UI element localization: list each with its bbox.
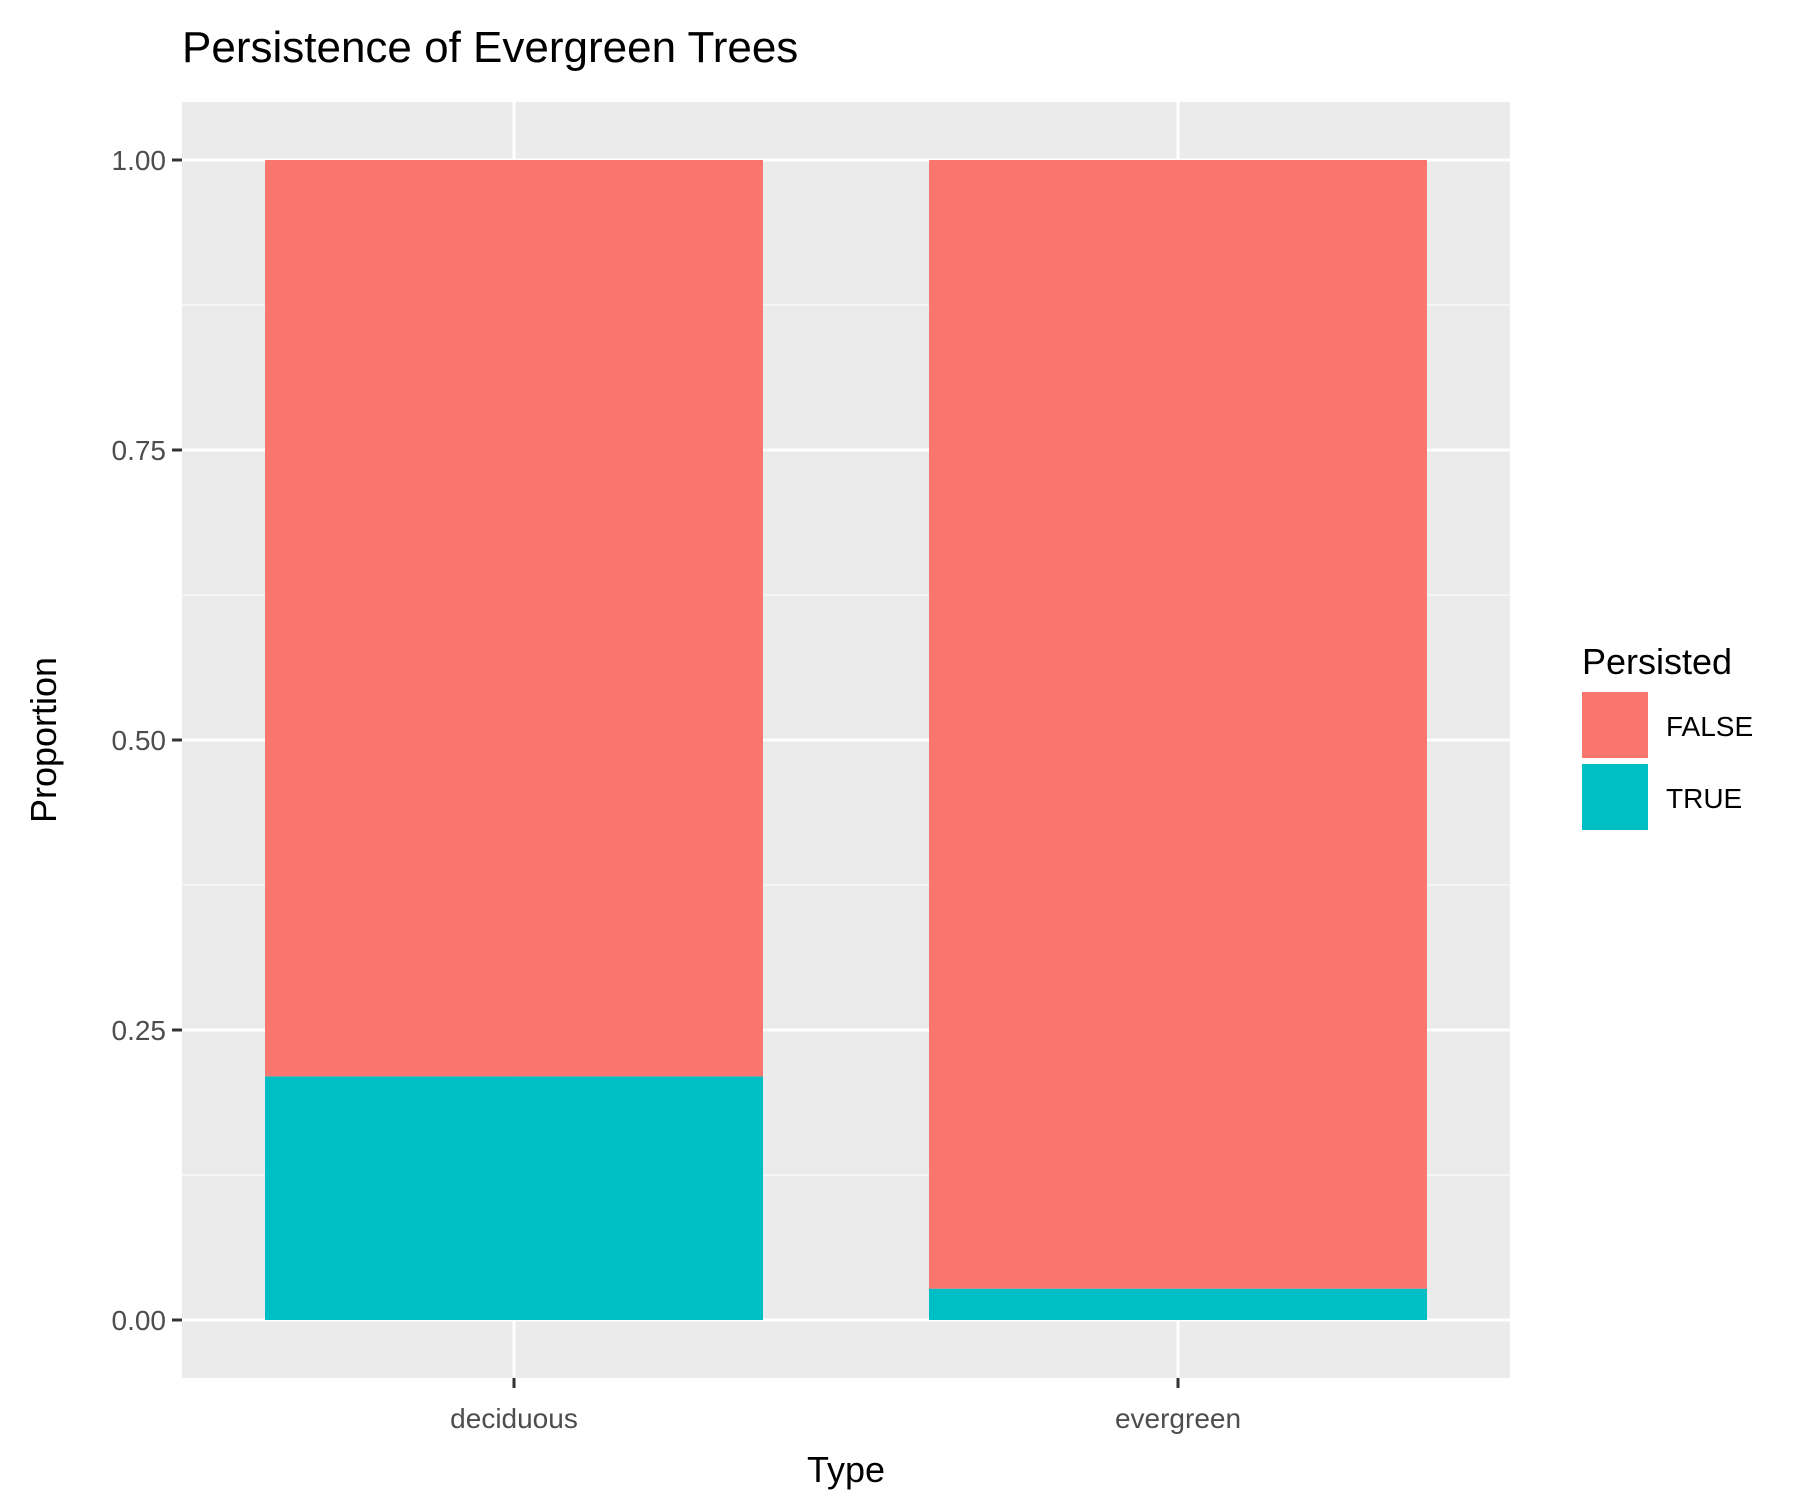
- legend-label-true: TRUE: [1666, 783, 1742, 814]
- legend-label-false: FALSE: [1666, 711, 1753, 742]
- x-tick-label: deciduous: [450, 1403, 578, 1434]
- chart-title: Persistence of Evergreen Trees: [182, 23, 798, 72]
- y-tick-label: 0.50: [112, 725, 167, 756]
- legend: Persisted FALSE TRUE: [1582, 641, 1753, 830]
- bar-deciduous-true: [265, 1076, 763, 1320]
- x-axis-title: Type: [807, 1449, 885, 1490]
- y-axis-title: Proportion: [23, 657, 64, 823]
- bar-evergreen-true: [929, 1288, 1427, 1320]
- y-tick-label: 1.00: [112, 145, 167, 176]
- y-tick-label: 0.25: [112, 1015, 167, 1046]
- y-tick-label: 0.00: [112, 1305, 167, 1336]
- y-axis: 0.00 0.25 0.50 0.75 1.00: [112, 145, 182, 1336]
- y-tick-label: 0.75: [112, 435, 167, 466]
- bar-deciduous-false: [265, 160, 763, 1077]
- bar-evergreen-false: [929, 160, 1427, 1289]
- x-tick-label: evergreen: [1115, 1403, 1241, 1434]
- legend-key-true: [1582, 764, 1648, 830]
- legend-key-false: [1582, 692, 1648, 758]
- legend-title: Persisted: [1582, 641, 1732, 682]
- bars: [265, 160, 1427, 1320]
- x-axis: deciduous evergreen: [450, 1378, 1241, 1434]
